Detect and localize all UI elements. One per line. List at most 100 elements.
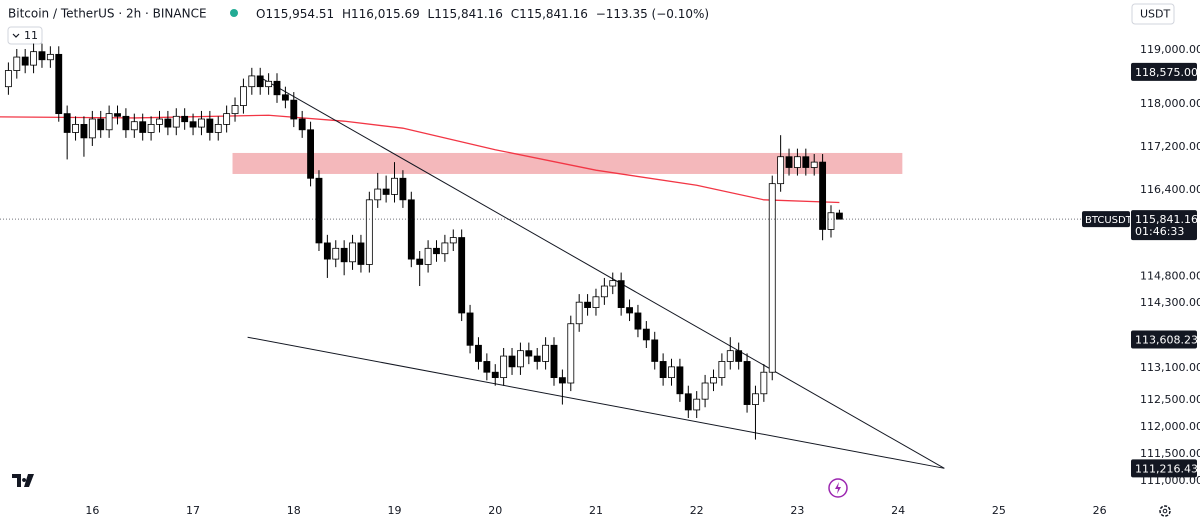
- candle-body: [735, 350, 743, 362]
- candle-body: [122, 115, 130, 131]
- candle-body: [55, 53, 63, 115]
- candle-body: [441, 242, 449, 255]
- y-tick-label: 111,500.00: [1140, 447, 1200, 460]
- candle-body: [449, 237, 457, 244]
- lower-trendline: [247, 336, 945, 469]
- logo-shape[interactable]: [12, 474, 34, 487]
- price-label: 118,575.00: [1135, 66, 1198, 79]
- candle-body: [651, 339, 659, 362]
- candle-body: [550, 344, 558, 379]
- candle-body: [407, 199, 415, 260]
- candle-body: [617, 280, 625, 308]
- x-tick-label: 19: [388, 504, 402, 517]
- candle-body: [668, 366, 675, 379]
- candle-body: [139, 121, 147, 133]
- candle-body: [491, 371, 499, 379]
- candle-body: [4, 70, 12, 88]
- candle-body: [315, 177, 323, 244]
- candle-body: [46, 53, 54, 61]
- lightning-button[interactable]: [828, 478, 848, 498]
- candle-body: [424, 247, 432, 265]
- currency-button[interactable]: USDT: [1131, 3, 1175, 25]
- candle-body: [130, 121, 138, 131]
- candle-body: [206, 118, 214, 133]
- x-tick-label: 23: [790, 504, 804, 517]
- y-tick-label: 117,200.00: [1140, 140, 1200, 153]
- candle-body: [794, 156, 801, 168]
- gear-outer[interactable]: [1159, 505, 1171, 517]
- x-tick-label: 20: [488, 504, 502, 517]
- candle-body: [72, 123, 79, 133]
- lightning-icon: [835, 482, 841, 494]
- x-tick-label: 24: [891, 504, 905, 517]
- candle-body: [684, 393, 692, 411]
- candle-body: [298, 118, 306, 131]
- resistance-zone: [232, 152, 903, 174]
- candle-body: [634, 312, 642, 330]
- last-price-label: 115,841.16: [1135, 213, 1198, 226]
- candle-body: [802, 156, 810, 168]
- candle-body: [231, 105, 239, 115]
- x-tick-label: 17: [186, 504, 200, 517]
- price-label-box: [1131, 62, 1197, 81]
- chevron: [12, 33, 20, 38]
- candle-body: [760, 371, 768, 395]
- candle-body: [114, 113, 121, 117]
- price-label: 113,608.23: [1135, 333, 1198, 346]
- candle-body: [273, 80, 281, 96]
- y-tick-label: 112,500.00: [1140, 393, 1200, 406]
- symbol-title: Bitcoin / TetherUS · 2h · BINANCE: [8, 7, 207, 21]
- candle-body: [399, 177, 407, 201]
- candle-body: [827, 212, 835, 230]
- y-tick-label: 114,300.00: [1140, 296, 1200, 309]
- y-tick-label: 118,000.00: [1140, 97, 1200, 110]
- candle-body: [391, 177, 398, 195]
- ohlc-open: O115,954.51: [256, 7, 334, 21]
- candle-body: [332, 247, 340, 260]
- currency-box[interactable]: [1131, 3, 1175, 25]
- x-tick-label: 16: [85, 504, 99, 517]
- candle-body: [105, 113, 113, 131]
- candle-body: [290, 99, 298, 120]
- candle-body: [642, 328, 650, 341]
- candle-body: [743, 361, 751, 405]
- candle-body: [88, 118, 96, 139]
- candle-body: [458, 237, 466, 314]
- candle-body: [483, 361, 491, 373]
- candle-body: [156, 118, 163, 125]
- currency: USDT: [1140, 8, 1171, 21]
- settings-button[interactable]: [1159, 505, 1171, 517]
- candle-body: [600, 285, 608, 298]
- price-label-box: [1131, 330, 1197, 349]
- candle-body: [785, 156, 793, 168]
- candle-body: [726, 350, 734, 362]
- tv-logo[interactable]: [12, 474, 34, 487]
- candle-body: [265, 80, 273, 88]
- candle-body: [97, 118, 105, 131]
- candle-body: [701, 382, 709, 400]
- price-label: 111,216.43: [1135, 462, 1198, 475]
- candle-body: [693, 398, 701, 411]
- ohlc-header: O115,954.51 H116,015.69 L115,841.16 C115…: [256, 7, 709, 21]
- candle-body: [508, 355, 516, 368]
- candle-body: [416, 258, 424, 265]
- candle-body: [466, 312, 474, 346]
- candle-body: [349, 242, 356, 263]
- candle-body: [500, 355, 508, 379]
- x-tick-label: 21: [589, 504, 603, 517]
- price-label-box: [1131, 459, 1197, 478]
- candle-body: [374, 188, 382, 201]
- x-tick-label: 26: [1093, 504, 1107, 517]
- ohlc-close: C115,841.16: [511, 7, 588, 21]
- candle-body: [80, 123, 88, 139]
- toggle-box[interactable]: [7, 26, 43, 45]
- indicator-toggle[interactable]: 11: [7, 26, 43, 45]
- upper-trendline: [257, 75, 945, 469]
- ohlc-change: −113.35 (−0.10%): [596, 7, 709, 21]
- candle-body: [181, 115, 189, 123]
- ohlc-high: H116,015.69: [342, 7, 420, 21]
- x-tick-label: 18: [287, 504, 301, 517]
- candle-body: [752, 393, 759, 405]
- candle-body: [164, 118, 172, 128]
